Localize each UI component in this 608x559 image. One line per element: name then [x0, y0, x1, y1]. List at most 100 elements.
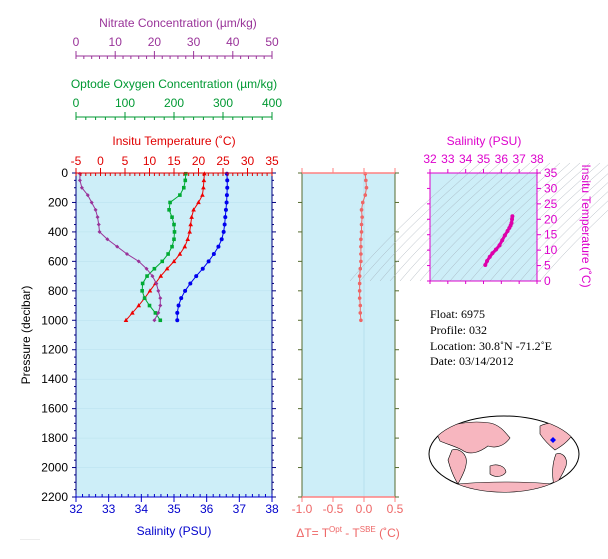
- temperature-data-point: [136, 303, 142, 308]
- oxygen-data-point: [172, 222, 176, 227]
- ts-density-contour: [519, 191, 608, 282]
- ts-density-contour: [369, 162, 491, 282]
- temperature-data-point: [164, 266, 170, 271]
- ts-density-contour: [529, 200, 608, 282]
- float-id: Float: 6975: [430, 307, 485, 321]
- temperature-tick-label: 30: [241, 154, 255, 168]
- nitrate-data-point: [136, 259, 141, 264]
- ts-density-contour: [349, 162, 471, 282]
- world-map: [428, 415, 580, 493]
- ts-density-contour: [409, 162, 531, 282]
- nitrate-data-point: [93, 207, 98, 212]
- pressure-tick-label: 0: [61, 166, 68, 180]
- figure-footnote: ····················: [20, 537, 40, 541]
- pressure-tick-label: 1800: [41, 431, 68, 445]
- nitrate-data-point: [89, 200, 94, 205]
- main-gridlines: [76, 202, 272, 468]
- oxygen-tick-label: 400: [262, 96, 282, 110]
- pressure-axis: 0 200 400 600 800 1000 1200 1400 1600 1800 2000 220…: [41, 166, 276, 504]
- nitrate-data-point: [79, 185, 84, 190]
- ts-density-contour: [489, 164, 608, 282]
- main-plot-background: [76, 173, 272, 497]
- salinity-tick-label: 38: [265, 502, 279, 516]
- salinity-data-point: [222, 222, 227, 227]
- temperature-data-point: [147, 288, 153, 293]
- pressure-tick-label: 1400: [41, 372, 68, 386]
- salinity-data-point: [175, 318, 180, 323]
- nitrate-data-point: [124, 252, 129, 256]
- ts-density-contour: [509, 182, 608, 282]
- oxygen-data-point: [152, 266, 157, 271]
- delta-series-group: [357, 171, 369, 323]
- nitrate-tick-label: 10: [109, 35, 123, 49]
- delta-data-point: [359, 244, 363, 249]
- oxygen-data-point: [170, 215, 174, 219]
- ts-data-point: [483, 262, 488, 267]
- ts-density-contour: [499, 173, 608, 282]
- pressure-tick-label: 1200: [41, 343, 68, 357]
- temperature-data-point: [158, 273, 164, 278]
- delta-data-point: [359, 208, 364, 212]
- profile-date: Date: 03/14/2012: [430, 354, 514, 368]
- salinity-data-point: [183, 288, 188, 293]
- oxygen-axis-label: Optode Oxygen Concentration (µm/kg): [71, 77, 277, 91]
- ts-temperature-tick-label: 15: [544, 228, 558, 242]
- oxygen-data-point: [158, 318, 163, 323]
- temperature-data-point: [188, 222, 193, 227]
- salinity-data-point: [223, 207, 228, 212]
- temperature-tick-label: 35: [265, 154, 279, 168]
- ts-salinity-tick-label: 38: [530, 152, 544, 166]
- ts-temperature-tick-label: 5: [544, 259, 551, 273]
- nitrate-data-point: [96, 222, 101, 227]
- salinity-tick-label: 36: [200, 502, 214, 516]
- ts-salinity-tick-label: 33: [441, 152, 455, 166]
- ts-plot-background: [430, 173, 537, 281]
- oxygen-data-point: [182, 185, 186, 190]
- ts-salinity-tick-label: 35: [477, 152, 491, 166]
- temperature-data-point: [201, 185, 206, 190]
- nitrate-axis: 0 10 20 30 40 50: [73, 35, 279, 59]
- pressure-tick-label: 1600: [41, 402, 68, 416]
- delta-data-point: [359, 318, 363, 323]
- oxygen-data-point: [160, 259, 165, 264]
- delta-data-point: [359, 237, 363, 242]
- ts-data-point: [509, 220, 514, 225]
- oxygen-data-point: [140, 289, 144, 293]
- salinity-data-point: [188, 281, 193, 286]
- oxygen-tick-label: 200: [164, 96, 184, 110]
- ts-data-point: [505, 229, 510, 234]
- nitrate-data-point: [156, 310, 161, 315]
- temperature-data-point: [201, 177, 207, 183]
- nitrate-data-point: [156, 288, 161, 293]
- pressure-tick-label: 2000: [41, 461, 68, 475]
- delta-data-point: [358, 311, 363, 315]
- oxygen-data-point: [170, 244, 174, 249]
- ts-temperature-label: Insitu Temperature (˚C): [579, 164, 593, 287]
- nitrate-data-point: [77, 178, 82, 183]
- nitrate-data-point: [152, 318, 157, 323]
- salinity-data-point: [211, 252, 216, 256]
- ts-salinity-tick-label: 32: [423, 152, 437, 166]
- ts-density-contour: [359, 162, 481, 282]
- salinity-tick-label: 33: [102, 502, 116, 516]
- ts-density-contour: [399, 162, 521, 282]
- temperature-data-point: [171, 258, 177, 264]
- float-info-block: Float: 6975 Profile: 032 Location: 30.8˚…: [430, 307, 552, 368]
- nitrate-data-point: [85, 193, 90, 198]
- nitrate-tick-label: 50: [265, 35, 279, 49]
- temperature-data-point: [123, 317, 129, 322]
- nitrate-data-point: [95, 215, 100, 220]
- pressure-tick-label: 200: [48, 195, 68, 209]
- delta-data-point: [357, 289, 362, 293]
- oxygen-data-point: [166, 252, 170, 256]
- delta-t-axis: -1.0 -0.5 0.0 0.5: [292, 168, 404, 516]
- temperature-tick-label: 15: [167, 154, 181, 168]
- ts-temperature-tick-label: 20: [544, 212, 558, 226]
- delta-data-point: [359, 252, 363, 256]
- ts-density-contour: [429, 162, 551, 282]
- nitrate-data-point: [158, 296, 163, 301]
- nitrate-data-point: [144, 266, 149, 271]
- oxygen-tick-label: 0: [73, 96, 80, 110]
- profile-number: Profile: 032: [430, 323, 487, 337]
